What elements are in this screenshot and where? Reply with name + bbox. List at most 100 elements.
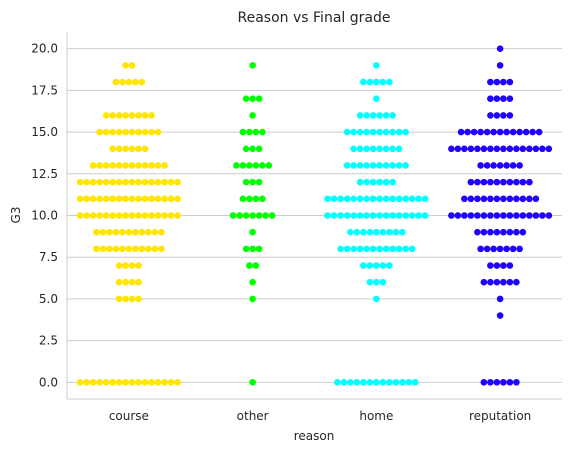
data-point: [402, 195, 409, 203]
data-point: [457, 128, 465, 136]
data-point: [363, 162, 370, 169]
data-point: [490, 128, 497, 136]
data-point: [379, 278, 387, 286]
data-point: [506, 178, 514, 186]
data-point: [516, 128, 523, 136]
data-point: [395, 195, 403, 203]
data-point: [135, 128, 142, 136]
data-point: [324, 195, 331, 203]
data-point: [503, 162, 510, 169]
data-point: [145, 228, 152, 236]
data-point: [122, 195, 129, 203]
data-point: [249, 62, 256, 69]
data-point: [249, 212, 256, 219]
data-point: [493, 195, 501, 203]
data-point: [382, 178, 390, 186]
data-point: [408, 195, 416, 203]
data-point: [138, 228, 146, 236]
data-point: [356, 212, 364, 219]
data-point: [239, 128, 247, 136]
data-point: [386, 379, 393, 386]
data-point: [353, 228, 361, 236]
data-point: [506, 278, 514, 286]
data-point: [500, 278, 507, 286]
data-point: [102, 128, 110, 136]
data-point: [96, 178, 103, 186]
y-tick-label: 0.0: [39, 375, 58, 389]
data-point: [421, 212, 429, 219]
data-point: [382, 112, 390, 119]
data-point: [102, 195, 110, 203]
data-point: [373, 278, 380, 286]
data-point: [356, 178, 364, 186]
data-point: [259, 128, 266, 136]
data-point: [516, 162, 523, 169]
data-point: [343, 212, 351, 219]
data-point: [389, 112, 396, 119]
data-point: [330, 212, 338, 219]
x-tick-label: reputation: [469, 409, 531, 423]
data-point: [158, 228, 165, 236]
data-point: [128, 262, 136, 269]
data-point: [483, 162, 491, 169]
data-point: [474, 195, 481, 203]
data-point: [337, 212, 344, 219]
data-point: [119, 245, 126, 253]
data-point: [483, 245, 491, 253]
data-point: [128, 128, 136, 136]
data-point: [76, 178, 84, 186]
data-point: [96, 162, 103, 169]
data-point: [526, 195, 533, 203]
data-point: [389, 128, 396, 136]
data-point: [366, 379, 374, 386]
data-point: [408, 245, 416, 253]
data-point: [174, 178, 181, 186]
data-point: [376, 195, 383, 203]
data-point: [399, 228, 406, 236]
data-point: [496, 245, 504, 253]
data-point: [132, 245, 139, 253]
data-point: [373, 262, 380, 269]
data-point: [487, 278, 494, 286]
data-point: [255, 245, 263, 253]
data-point: [480, 145, 488, 153]
data-point: [519, 178, 527, 186]
data-point: [382, 212, 390, 219]
data-point: [506, 228, 514, 236]
data-point: [369, 162, 377, 169]
data-point: [369, 145, 377, 153]
data-point: [356, 162, 364, 169]
data-point: [141, 178, 149, 186]
data-point: [487, 178, 494, 186]
data-point: [470, 128, 478, 136]
data-point: [493, 212, 501, 219]
data-point: [356, 195, 364, 203]
y-tick-label: 12.5: [31, 167, 58, 181]
data-point: [347, 379, 354, 386]
data-point: [539, 212, 546, 219]
data-point: [115, 128, 123, 136]
data-point: [259, 195, 266, 203]
x-tick-label: other: [237, 409, 269, 423]
data-point: [115, 212, 123, 219]
data-point: [402, 245, 409, 253]
data-point: [480, 228, 488, 236]
data-point: [148, 178, 155, 186]
data-point: [109, 212, 116, 219]
data-point: [477, 162, 484, 169]
data-point: [122, 178, 129, 186]
data-point: [89, 178, 97, 186]
data-point: [496, 128, 504, 136]
data-point: [141, 379, 149, 386]
data-point: [102, 212, 110, 219]
data-point: [496, 162, 504, 169]
data-point: [363, 145, 370, 153]
y-tick-label: 20.0: [31, 42, 58, 56]
data-point: [148, 379, 155, 386]
data-point: [376, 112, 383, 119]
data-point: [340, 379, 348, 386]
data-point: [500, 212, 507, 219]
data-point: [382, 128, 390, 136]
data-point: [76, 212, 84, 219]
data-point: [141, 112, 149, 119]
